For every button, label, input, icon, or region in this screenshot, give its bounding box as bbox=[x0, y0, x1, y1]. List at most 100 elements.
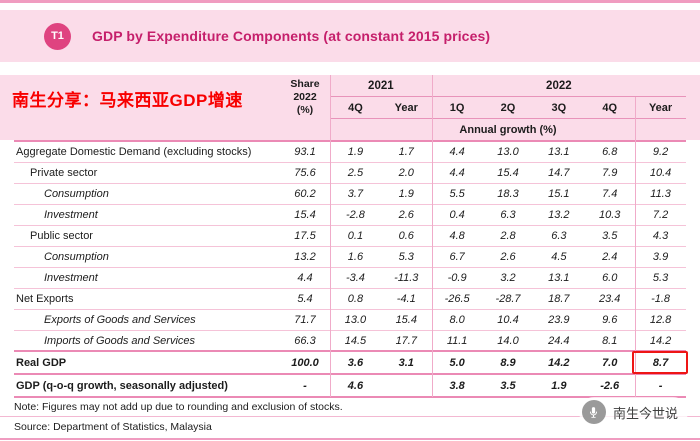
cell-value: 14.0 bbox=[497, 334, 519, 347]
row-label: Aggregate Domestic Demand (excluding sto… bbox=[16, 146, 252, 158]
cell-value: 13.1 bbox=[548, 146, 570, 158]
cell-share: 66.3 bbox=[294, 334, 316, 347]
column-group-2022: 2022 bbox=[431, 75, 686, 97]
cell-value: 6.3 bbox=[551, 230, 567, 242]
cell-value: 14.5 bbox=[344, 334, 367, 347]
table-row: Imports of Goods and Services 66.3 14.5 17.… bbox=[14, 331, 686, 352]
table-row: Exports of Goods and Services 71.7 13.0 15.… bbox=[14, 310, 686, 331]
top-divider bbox=[0, 0, 700, 3]
table-row: Public sector 17.5 0.1 0.6 4.8 2.8 6.3 3.5 4.3 bbox=[14, 226, 686, 247]
table-row: GDP (q-o-q growth, seasonally adjusted) -… bbox=[14, 375, 686, 398]
cell-value: 23.9 bbox=[548, 314, 570, 326]
cell-value: 1.9 bbox=[551, 379, 567, 392]
cell-value: -28.7 bbox=[495, 293, 521, 305]
cell-value: 0.4 bbox=[449, 209, 465, 221]
row-label: Consumption bbox=[44, 188, 109, 200]
table-row: Consumption 13.2 1.6 5.3 6.7 2.6 4.5 2.4 3.9 bbox=[14, 247, 686, 268]
cell-value: -1.8 bbox=[651, 293, 671, 305]
table-body: Aggregate Domestic Demand (excluding sto… bbox=[14, 140, 686, 398]
cell-value: 10.3 bbox=[599, 209, 621, 221]
cell-value: 24.4 bbox=[548, 334, 570, 347]
cell-value: 11.1 bbox=[446, 334, 468, 347]
row-label: GDP (q-o-q growth, seasonally adjusted) bbox=[16, 379, 228, 392]
cell-share: 15.4 bbox=[294, 209, 316, 221]
watermark-text: 南生今世说 bbox=[612, 405, 678, 421]
cell-share: 13.2 bbox=[294, 251, 316, 263]
note-text: Note: Figures may not add up due to roun… bbox=[14, 401, 343, 413]
cell-value: 2.5 bbox=[347, 167, 364, 179]
cell-value: -2.8 bbox=[345, 209, 365, 221]
column-header-4q-2021: 4Q bbox=[330, 97, 381, 119]
row-label: Investment bbox=[44, 209, 98, 221]
cell-value: 17.7 bbox=[395, 334, 417, 347]
cell-value: 14.2 bbox=[649, 334, 672, 347]
cell-value: 14.7 bbox=[548, 167, 570, 179]
bottom-divider bbox=[0, 438, 700, 440]
cell-value: 13.0 bbox=[344, 314, 367, 326]
column-group-2021: 2021 bbox=[330, 75, 432, 97]
cell-value: 15.1 bbox=[548, 188, 570, 200]
cell-value: 4.5 bbox=[551, 251, 567, 263]
table-row: Private sector 75.6 2.5 2.0 4.4 15.4 14.7 7.9 10… bbox=[14, 163, 686, 184]
cell-value: 13.1 bbox=[548, 272, 570, 284]
row-label: Imports of Goods and Services bbox=[44, 334, 196, 347]
share-header-line3: (%) bbox=[296, 104, 314, 116]
cell-value: 2.0 bbox=[398, 167, 414, 179]
cell-share: 4.4 bbox=[297, 272, 313, 284]
table-number-badge: T1 bbox=[44, 22, 71, 50]
cell-value: 8.1 bbox=[602, 334, 618, 347]
cell-value: 18.3 bbox=[497, 188, 519, 200]
table-row: Investment 15.4 -2.8 2.6 0.4 6.3 13.2 10.3 7.2 bbox=[14, 205, 686, 226]
cell-value: 5.0 bbox=[449, 356, 465, 369]
table-row: Net Exports 5.4 0.8 -4.1 -26.5 -28.7 18.7 23.4 -… bbox=[14, 289, 686, 310]
cell-value: 10.4 bbox=[497, 314, 519, 326]
cell-value: 1.7 bbox=[398, 146, 414, 158]
cell-value: 15.4 bbox=[497, 167, 519, 179]
cell-value: 5.3 bbox=[652, 272, 669, 284]
column-header-year-2021: Year bbox=[380, 97, 432, 119]
microphone-icon bbox=[581, 400, 606, 424]
cell-value: 5.5 bbox=[449, 188, 465, 200]
table-row: Investment 4.4 -3.4 -11.3 -0.9 3.2 13.1 6.0 5.3 bbox=[14, 268, 686, 289]
cell-value: 8.9 bbox=[500, 356, 516, 369]
cell-value: 7.9 bbox=[602, 167, 618, 179]
row-label: Exports of Goods and Services bbox=[44, 314, 196, 326]
row-label: Public sector bbox=[30, 230, 93, 242]
share-header-line2: 2022 bbox=[293, 91, 317, 103]
cell-value: 6.8 bbox=[602, 146, 618, 158]
table-header-band bbox=[0, 75, 700, 140]
table-row: Consumption 60.2 3.7 1.9 5.5 18.3 15.1 7.4 11.3 bbox=[14, 184, 686, 205]
page-title: GDP by Expenditure Components (at consta… bbox=[92, 28, 491, 44]
cell-value: 1.9 bbox=[398, 188, 414, 200]
row-label: Real GDP bbox=[16, 356, 67, 369]
cell-value: -0.9 bbox=[447, 272, 467, 284]
column-header-year-2022: Year bbox=[635, 97, 686, 119]
cell-value: 1.9 bbox=[347, 146, 364, 158]
cell-value: 6.0 bbox=[602, 272, 618, 284]
cell-value: 6.3 bbox=[500, 209, 516, 221]
cell-share: 71.7 bbox=[294, 314, 316, 326]
cell-value: 4.8 bbox=[449, 230, 465, 242]
table-header: Share 2022 (%) 2021 2022 4Q Year 1Q 2Q 3… bbox=[14, 75, 686, 140]
cell-value: -4.1 bbox=[396, 293, 416, 305]
column-header-2q-2022: 2Q bbox=[482, 97, 534, 119]
cell-value: 3.2 bbox=[500, 272, 516, 284]
cell-value: 12.8 bbox=[649, 314, 672, 326]
subheader-annual-growth: Annual growth (%) bbox=[459, 123, 557, 136]
cell-value: 13.0 bbox=[497, 146, 519, 158]
cell-value: 1.6 bbox=[347, 251, 364, 263]
cell-value: 2.4 bbox=[602, 251, 618, 263]
column-header-share: Share 2022 (%) bbox=[280, 75, 330, 140]
source-text: Source: Department of Statistics, Malays… bbox=[14, 421, 212, 433]
cell-value: 9.2 bbox=[652, 146, 669, 158]
cell-value: 3.5 bbox=[500, 379, 516, 392]
cell-value: 13.2 bbox=[548, 209, 570, 221]
cell-share: 17.5 bbox=[294, 230, 316, 242]
cell-value: 8.7 bbox=[652, 356, 669, 369]
cell-share: 100.0 bbox=[291, 356, 319, 369]
cell-value: 7.2 bbox=[652, 209, 669, 221]
cell-value: 3.7 bbox=[347, 188, 364, 200]
vertical-rule-before-year-2022 bbox=[635, 97, 636, 397]
cell-value: 2.6 bbox=[398, 209, 414, 221]
